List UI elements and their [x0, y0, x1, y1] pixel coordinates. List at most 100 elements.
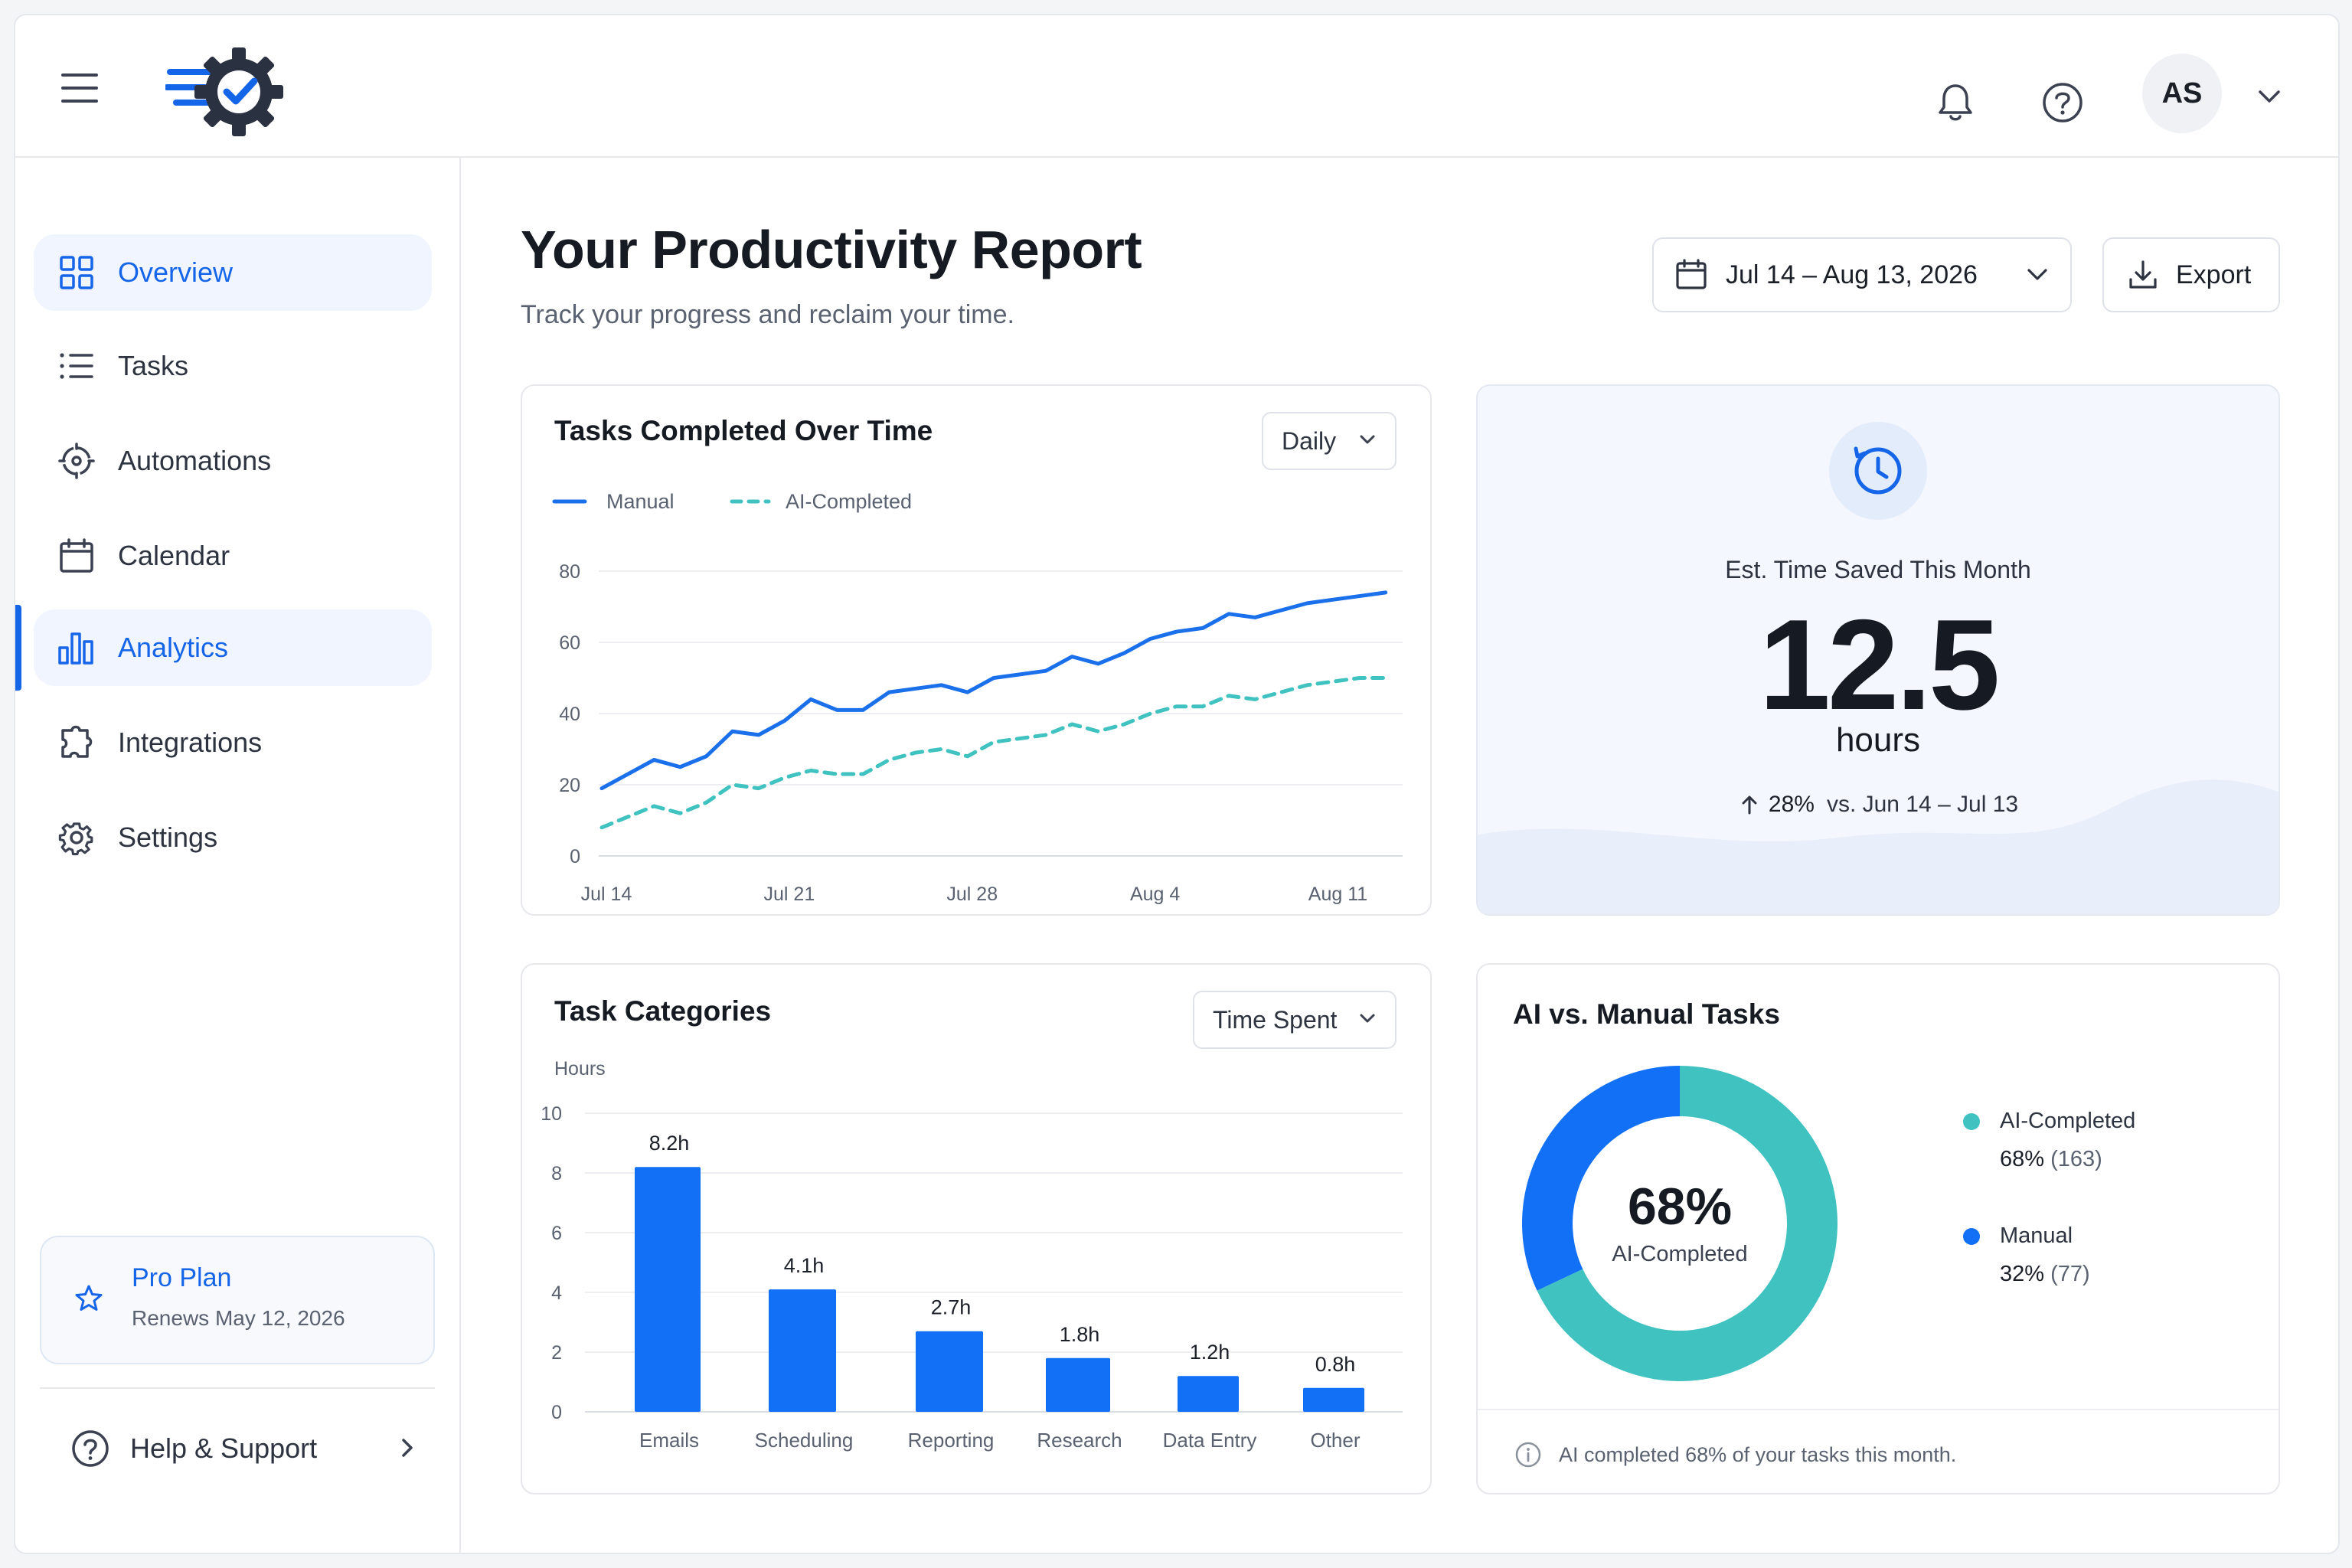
card-footnote: AI completed 68% of your tasks this mont… [1514, 1441, 1956, 1468]
chevron-down-icon [2027, 269, 2047, 280]
bar-scheduling [769, 1289, 836, 1412]
chevron-down-icon [1360, 1014, 1375, 1023]
menu-icon[interactable] [61, 74, 98, 104]
card-title: AI vs. Manual Tasks [1513, 998, 1780, 1030]
metric-dropdown-value: Time Spent [1213, 1005, 1338, 1034]
y-tick-label: 40 [559, 704, 580, 725]
logo-gear [194, 47, 283, 136]
legend-value-ai: 68% (163) [2000, 1147, 2102, 1172]
help-circle-icon[interactable] [2040, 80, 2086, 126]
bell-icon[interactable] [1932, 80, 1978, 126]
legend-count: (77) [2050, 1262, 2090, 1286]
legend-swatch-ai [1963, 1112, 1980, 1130]
sidebar: Overview Tasks Automations [15, 158, 461, 1553]
time-saved-unit: hours [1835, 721, 1921, 759]
series-ai-line [599, 676, 1388, 830]
bar-chart-icon [58, 632, 93, 665]
x-tick-label: Research [1037, 1429, 1122, 1452]
date-range-picker[interactable]: Jul 14 – Aug 13, 2026 [1652, 237, 2072, 312]
plan-renewal: Renews May 12, 2026 [132, 1306, 345, 1330]
legend-manual: Manual [1963, 1223, 2073, 1249]
card-footer-divider [1478, 1409, 2278, 1410]
bar-data-label: 4.1h [784, 1254, 825, 1277]
task-categories-card: Task Categories Time Spent Hours 0 2 4 6 8 10 8… [521, 963, 1432, 1494]
automation-icon [58, 443, 95, 479]
bar-data-label: 2.7h [931, 1296, 972, 1319]
x-tick-label: Aug 11 [1308, 884, 1367, 905]
bar-reporting [916, 1331, 983, 1412]
ai-manual-donut-chart: 68% AI-Completed [1522, 1066, 1838, 1381]
chevron-down-icon [1360, 435, 1375, 444]
time-saved-card: Est. Time Saved This Month 12.5 hours 28… [1476, 384, 2280, 916]
donut-slice-ai-completed [1537, 1066, 1838, 1381]
background-wave [1478, 779, 2278, 914]
metric-dropdown[interactable]: Time Spent [1193, 991, 1396, 1049]
bar-data-entry [1178, 1376, 1239, 1412]
avatar[interactable]: AS [2142, 54, 2222, 133]
bar-other [1303, 1387, 1364, 1412]
x-tick-label: Jul 28 [946, 884, 998, 905]
legend-label-ai: AI-Completed [786, 490, 912, 513]
legend-name: Manual [2000, 1223, 2073, 1248]
bar-data-label: 0.8h [1315, 1353, 1356, 1376]
x-tick-label: Data Entry [1163, 1429, 1257, 1452]
info-icon [1515, 1442, 1541, 1468]
bar-data-label: 8.2h [649, 1132, 690, 1155]
time-saved-value: 12.5 [1759, 593, 2001, 737]
y-tick-label: 60 [559, 632, 580, 654]
sidebar-item-label: Integrations [118, 727, 263, 758]
plan-card[interactable]: Pro Plan Renews May 12, 2026 [40, 1236, 435, 1364]
puzzle-icon [61, 725, 93, 758]
sidebar-item-label: Tasks [118, 350, 189, 381]
sidebar-item-label: Calendar [118, 540, 230, 571]
help-support-link[interactable]: Help & Support [40, 1406, 435, 1491]
sidebar-item-label: Automations [118, 445, 272, 476]
tasks-over-time-card: Tasks Completed Over Time Daily Manual AI… [521, 384, 1432, 916]
export-label: Export [2176, 260, 2252, 289]
interval-dropdown[interactable]: Daily [1262, 412, 1396, 470]
y-tick-label: 2 [551, 1342, 562, 1364]
app-logo[interactable] [165, 44, 288, 139]
date-range-label: Jul 14 – Aug 13, 2026 [1726, 260, 1978, 289]
bar-data-label: 1.8h [1060, 1323, 1100, 1346]
legend-ai-completed: AI-Completed [1963, 1109, 2135, 1134]
footnote-text: AI completed 68% of your tasks this mont… [1559, 1442, 1957, 1466]
bar-data-label: 1.2h [1190, 1341, 1230, 1364]
clock-icon [1829, 422, 1927, 520]
y-tick-label: 0 [551, 1402, 562, 1423]
donut-slice-manual [1522, 1066, 1680, 1291]
bar-research [1046, 1357, 1110, 1412]
sidebar-item-label: Overview [118, 256, 234, 288]
x-tick-label: Reporting [908, 1429, 995, 1452]
sidebar-item-label: Analytics [118, 632, 229, 663]
legend-count: (163) [2050, 1147, 2102, 1171]
categories-bar-chart: Hours 0 2 4 6 8 10 8.2h Emails 4.1h Scheduling 2.7h… [541, 1058, 1403, 1452]
sidebar-item-settings[interactable]: Settings [34, 799, 432, 876]
sidebar-item-integrations[interactable]: Integrations [34, 704, 432, 781]
chevron-down-icon[interactable] [2257, 87, 2282, 106]
sidebar-item-calendar[interactable]: Calendar [34, 518, 432, 594]
donut-center-value: 68% [1628, 1178, 1732, 1236]
y-tick-label: 20 [559, 775, 580, 796]
change-percent: 28% [1768, 792, 1815, 817]
sidebar-divider [40, 1387, 435, 1389]
sidebar-item-tasks[interactable]: Tasks [34, 328, 432, 404]
time-saved-label: Est. Time Saved This Month [1725, 556, 2031, 583]
sidebar-item-analytics[interactable]: Analytics [34, 609, 432, 686]
calendar-icon [60, 538, 93, 573]
export-button[interactable]: Export [2102, 237, 2280, 312]
sidebar-item-automations[interactable]: Automations [34, 423, 432, 499]
list-icon [60, 353, 93, 379]
x-tick-label: Emails [639, 1429, 699, 1452]
star-icon [75, 1285, 103, 1311]
top-bar: AS [15, 15, 2338, 158]
sidebar-item-overview[interactable]: Overview [34, 234, 432, 311]
ai-vs-manual-card: AI vs. Manual Tasks 68% AI-Completed AI-… [1476, 963, 2280, 1494]
change-comparison: vs. Jun 14 – Jul 13 [1826, 792, 2019, 817]
donut-center-label: AI-Completed [1612, 1242, 1747, 1266]
card-title: Tasks Completed Over Time [554, 415, 933, 446]
tasks-line-chart: Manual AI-Completed 0 20 40 60 80 Jul 14 Jul 21 J… [552, 490, 1403, 905]
bar-emails [635, 1167, 701, 1412]
series-manual-line [599, 590, 1388, 791]
time-saved-change: 28% vs. Jun 14 – Jul 13 [1478, 792, 2278, 818]
